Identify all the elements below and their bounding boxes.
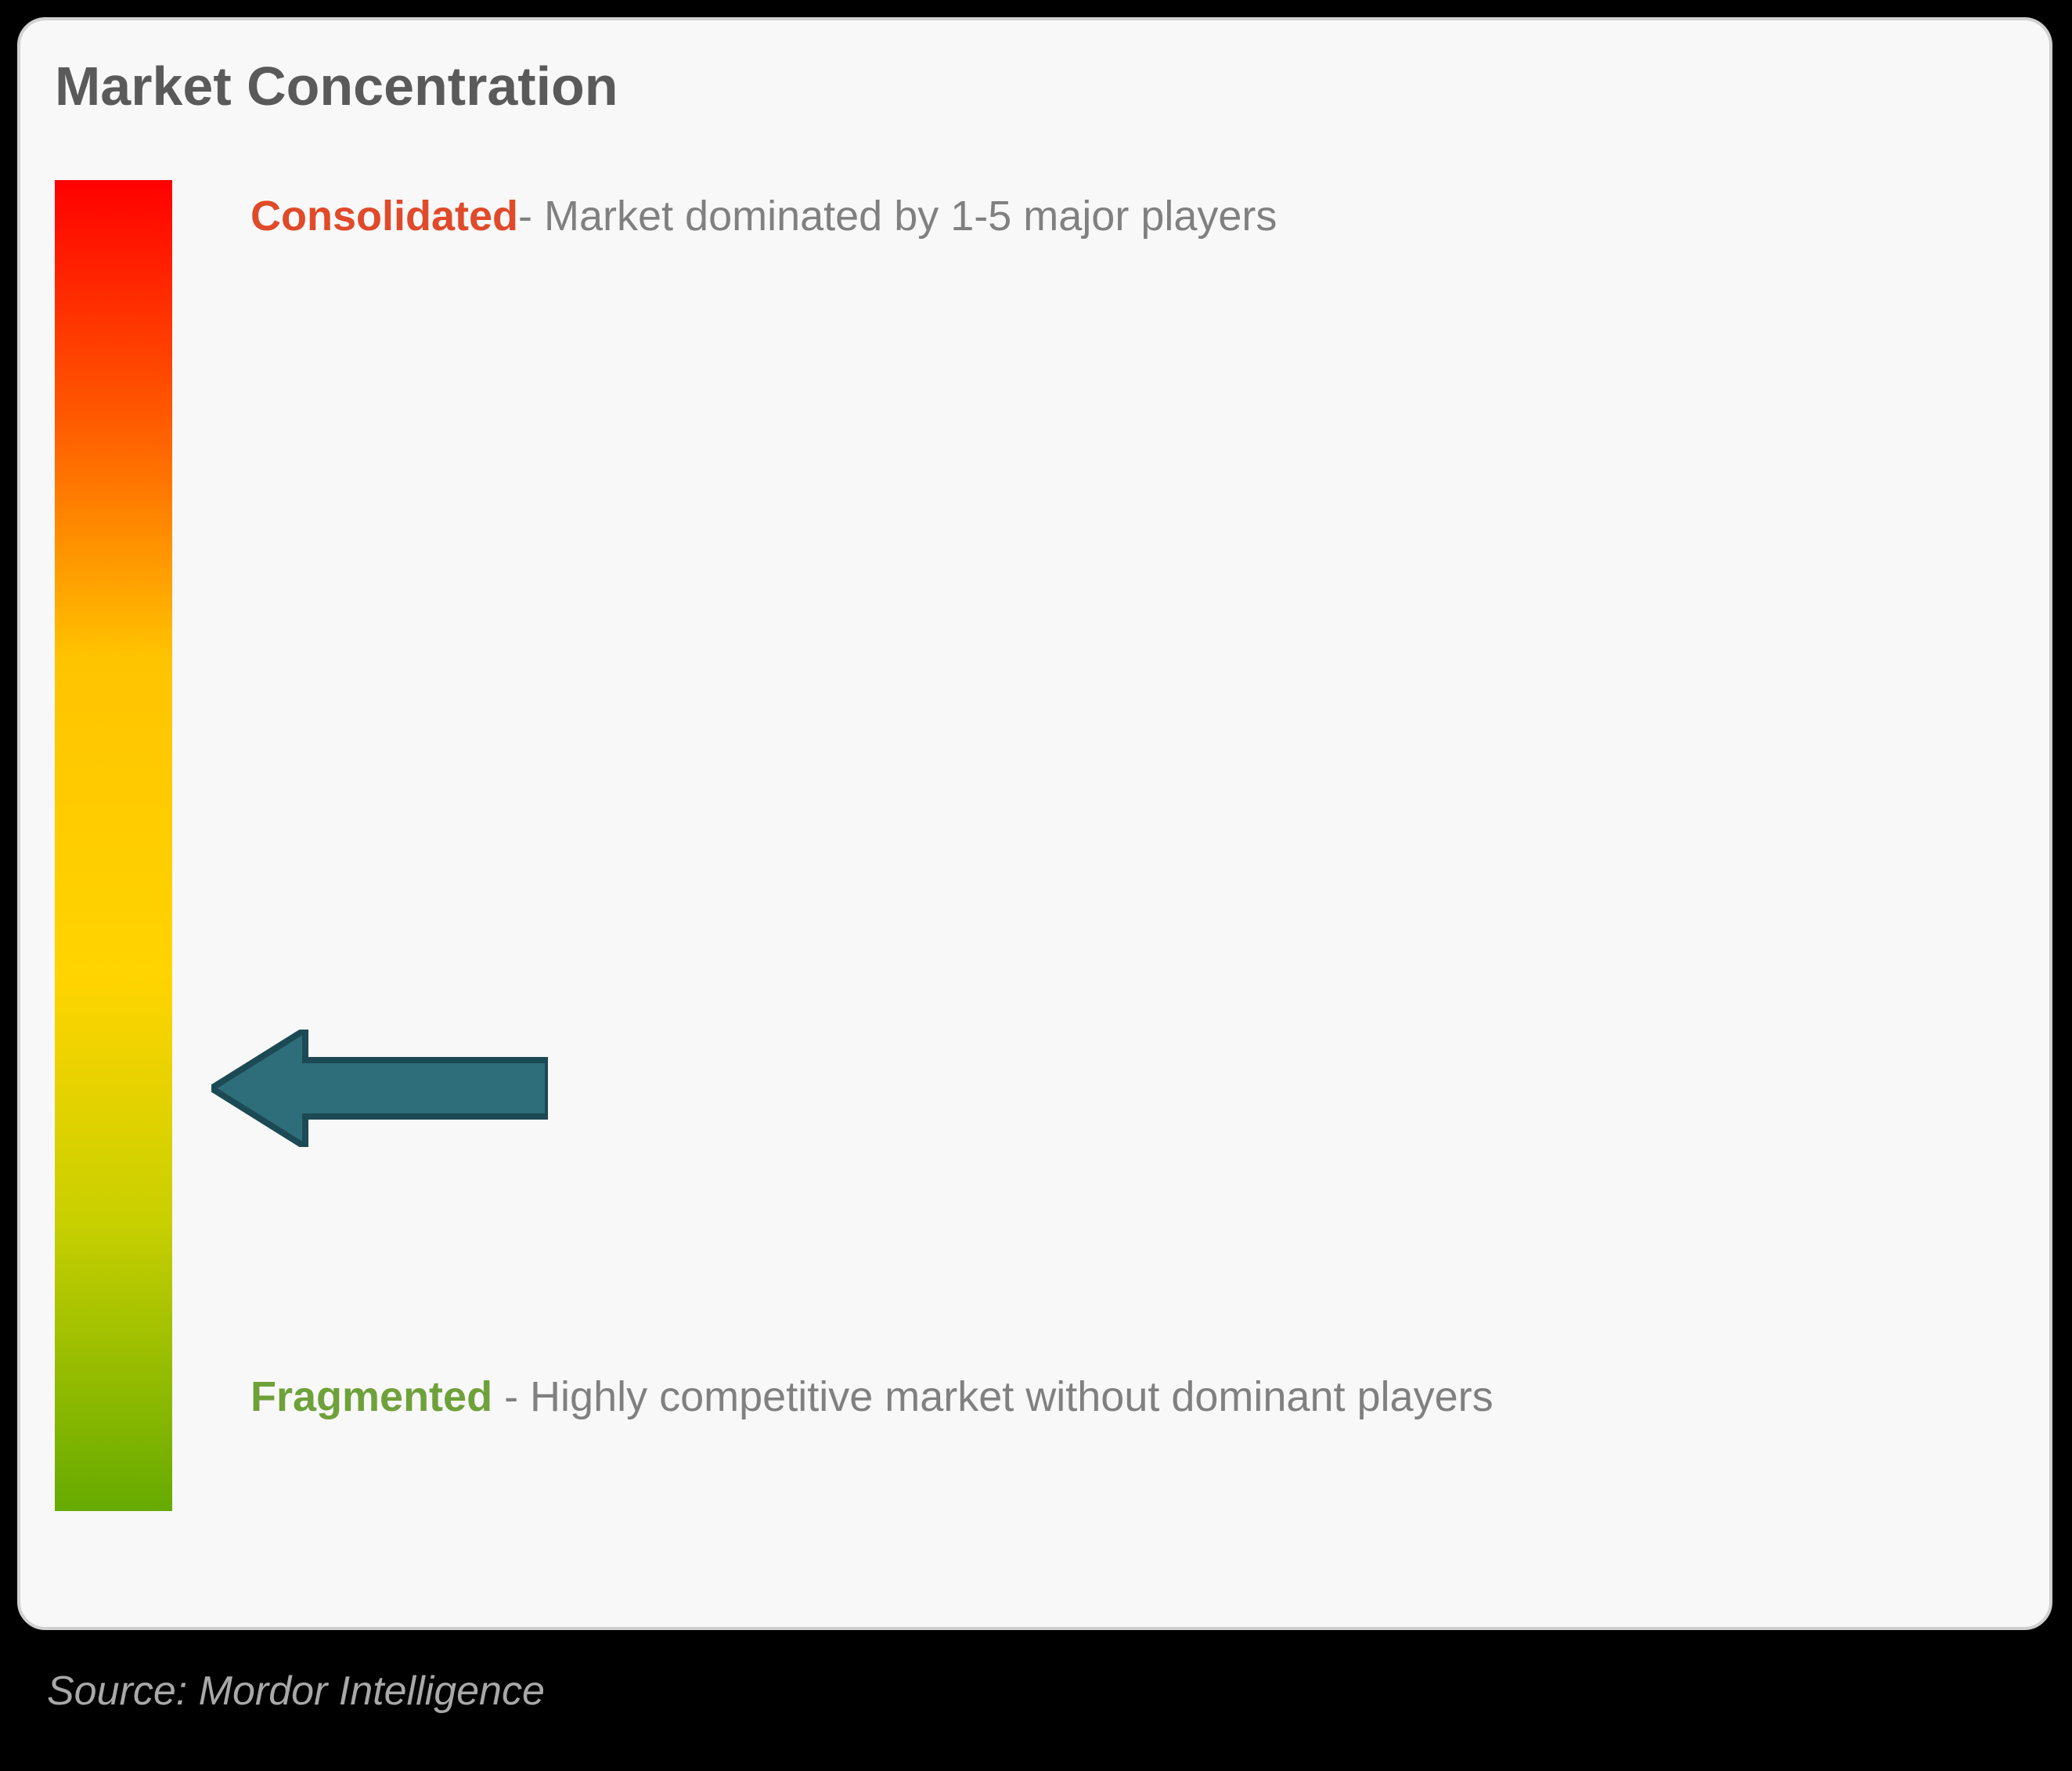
concentration-gradient-bar bbox=[55, 180, 172, 1511]
fragmented-desc: - Highly competitive market without domi… bbox=[492, 1373, 1494, 1420]
consolidated-desc: - Market dominated by 1-5 major players bbox=[518, 193, 1277, 240]
source-attribution: Source: Mordor Intelligence bbox=[47, 1668, 545, 1715]
chart-title: Market Concentration bbox=[55, 55, 618, 117]
consolidated-key: Consolidated bbox=[250, 193, 518, 240]
fragmented-key: Fragmented bbox=[250, 1373, 492, 1420]
position-arrow-icon bbox=[211, 1030, 548, 1147]
fragmented-label: Fragmented - Highly competitive market w… bbox=[250, 1354, 1628, 1439]
consolidated-label: Consolidated- Market dominated by 1-5 ma… bbox=[250, 185, 1973, 248]
